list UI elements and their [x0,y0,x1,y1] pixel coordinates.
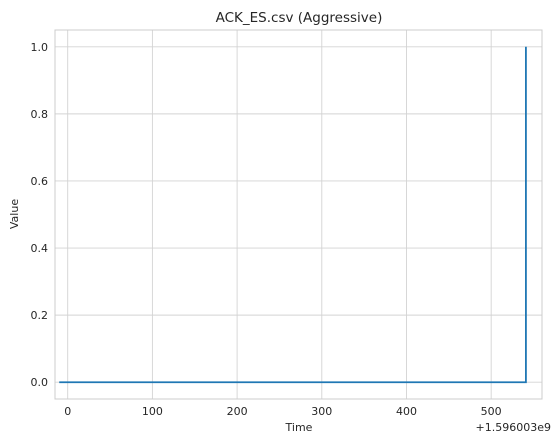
y-tick-label: 0.6 [31,175,49,188]
chart-title: ACK_ES.csv (Aggressive) [216,10,383,26]
y-tick-label: 1.0 [31,41,49,54]
y-tick-label: 0.0 [31,376,49,389]
x-tick-label: 100 [142,405,163,418]
y-tick-labels: 0.0 0.2 0.4 0.6 0.8 1.0 [31,41,49,389]
grid [55,30,542,399]
y-tick-label: 0.2 [31,309,49,322]
x-tick-label: 400 [396,405,417,418]
x-tick-label: 300 [311,405,332,418]
series-line [59,47,526,382]
x-tick-label: 500 [481,405,502,418]
y-tick-label: 0.8 [31,108,49,121]
y-tick-label: 0.4 [31,242,49,255]
x-axis-label: Time [285,421,313,434]
x-tick-labels: 0 100 200 300 400 500 [64,405,501,418]
x-tick-label: 200 [227,405,248,418]
y-axis-label: Value [8,199,21,229]
x-tick-label: 0 [64,405,71,418]
plot-frame [55,30,542,399]
series-group [59,47,526,382]
x-offset-label: +1.596003e9 [476,421,551,434]
